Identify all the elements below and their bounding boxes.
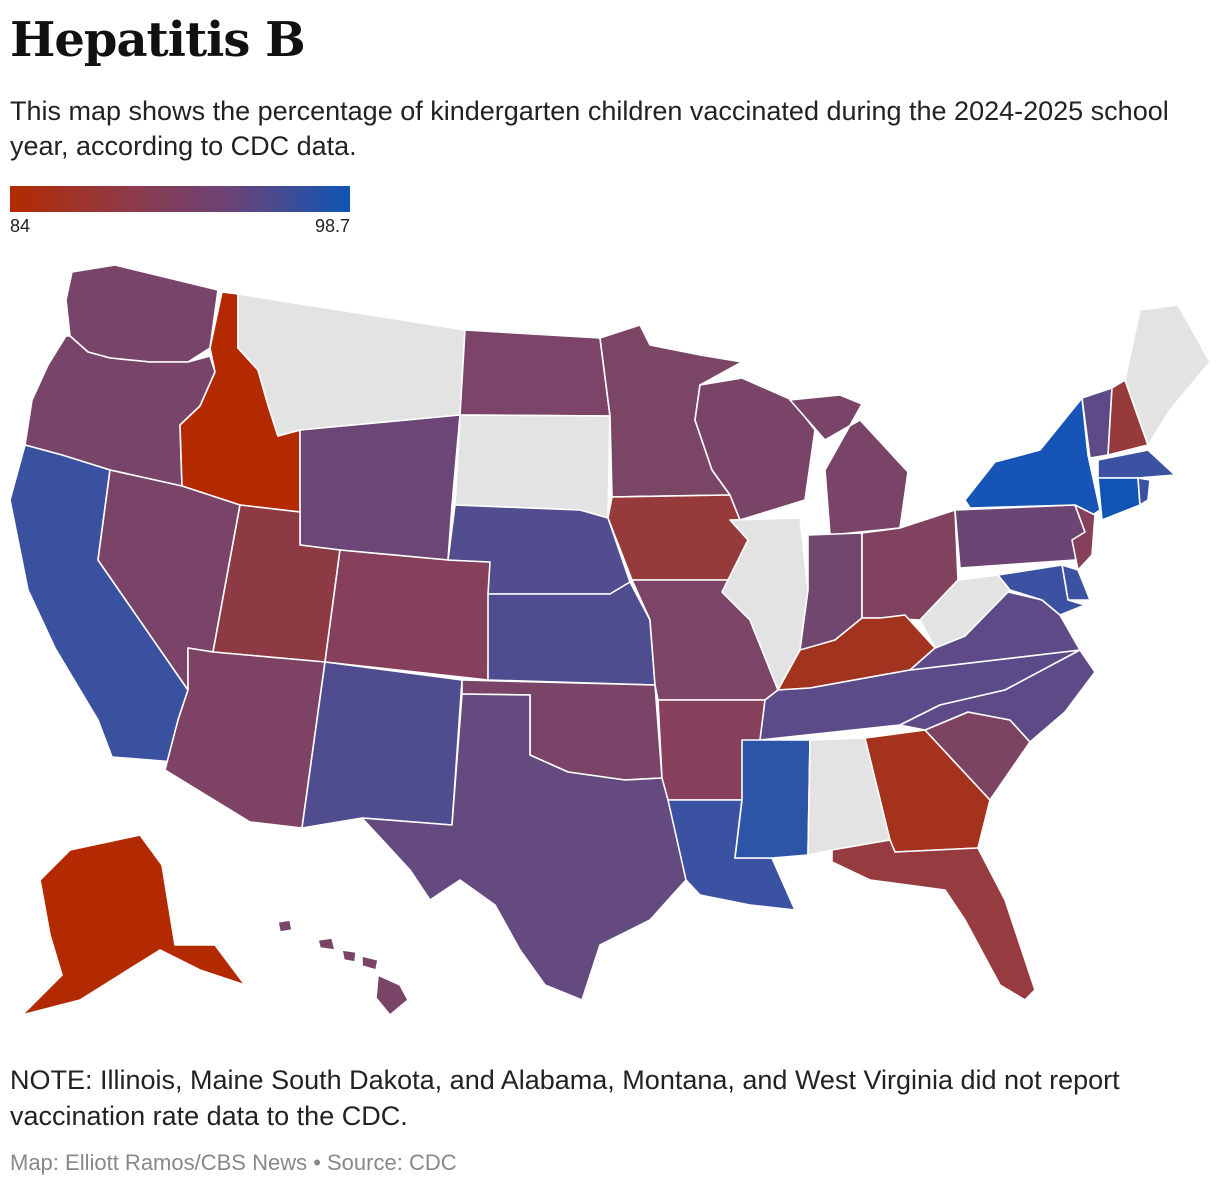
note-text: NOTE: Illinois, Maine South Dakota, and … [10, 1065, 1120, 1131]
state-ks[interactable] [487, 581, 656, 686]
state-mt[interactable] [237, 293, 466, 437]
state-hi[interactable] [277, 919, 409, 1016]
legend-max-label: 98.7 [314, 216, 350, 236]
state-ri[interactable] [1137, 477, 1151, 506]
states-layer [9, 264, 1211, 1016]
map-subtitle: This map shows the percentage of kinderg… [10, 96, 1169, 161]
state-wi[interactable] [694, 377, 816, 521]
state-ny[interactable] [964, 397, 1101, 521]
legend-gradient-bar [10, 186, 350, 212]
state-az[interactable] [164, 647, 326, 829]
state-ms[interactable] [734, 739, 811, 859]
map-title: Hepatitis B [10, 12, 306, 68]
state-mi[interactable] [789, 394, 909, 536]
state-ak[interactable] [21, 834, 246, 1016]
state-tx[interactable] [361, 693, 687, 1001]
state-pa[interactable] [954, 504, 1086, 569]
legend-labels: 84 98.7 [10, 216, 350, 240]
credit-text: Map: Elliott Ramos/CBS News • Source: CD… [10, 1150, 457, 1175]
state-nd[interactable] [459, 329, 611, 417]
state-ma[interactable] [1097, 449, 1176, 479]
state-sd[interactable] [454, 414, 611, 519]
color-legend: 84 98.7 [10, 186, 350, 240]
state-ct[interactable] [1097, 477, 1141, 521]
legend-min-label: 84 [10, 216, 31, 236]
state-nm[interactable] [301, 661, 463, 829]
state-fl[interactable] [831, 839, 1036, 1001]
state-ia[interactable] [607, 494, 749, 581]
state-nc[interactable] [899, 649, 1096, 743]
state-wy[interactable] [299, 414, 461, 561]
us-states-map [9, 264, 1211, 1016]
state-me[interactable] [1124, 304, 1211, 446]
state-wa[interactable] [65, 264, 219, 363]
state-md[interactable] [997, 564, 1086, 616]
state-co[interactable] [324, 549, 491, 681]
